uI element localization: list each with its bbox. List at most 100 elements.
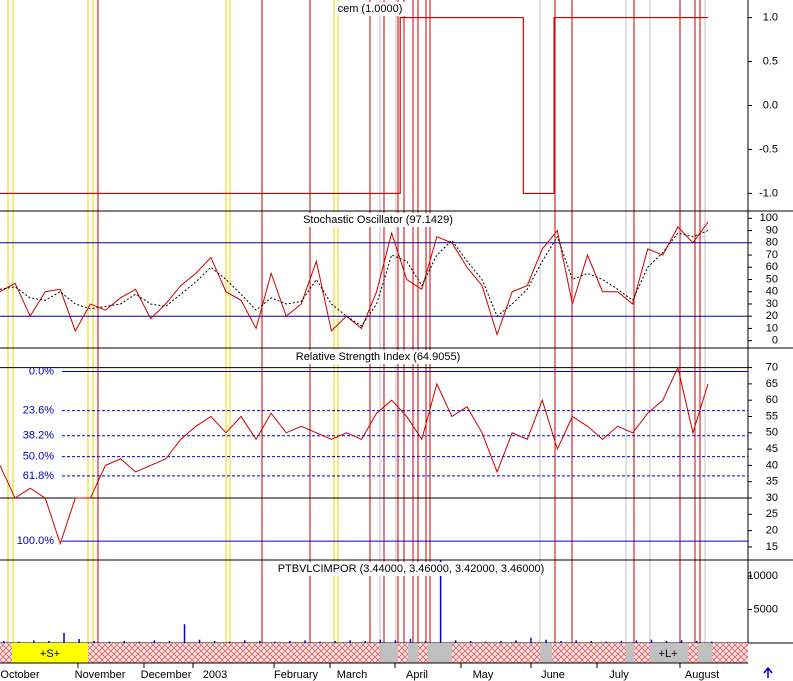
- volume-bar: [274, 641, 276, 643]
- x-tick-label: May: [473, 669, 494, 681]
- band-gray: [408, 643, 418, 663]
- y-tick-label: 40: [766, 286, 778, 298]
- volume-bar: [228, 641, 231, 643]
- y-tick-label: 55: [766, 410, 778, 422]
- y-tick-label: 0.0: [763, 99, 778, 111]
- band-gray: [380, 643, 398, 663]
- title-bg: [282, 350, 474, 364]
- signal-label: +L+: [659, 648, 678, 660]
- volume-bar: [18, 641, 20, 643]
- y-tick-label: 60: [766, 261, 778, 273]
- x-tick-label: August: [685, 669, 719, 681]
- y-tick-label: 50: [766, 427, 778, 439]
- series-line: [0, 230, 709, 327]
- volume-bar: [545, 639, 547, 643]
- volume-bar: [183, 624, 186, 643]
- volume-bar: [304, 640, 306, 643]
- y-tick-label: 60: [766, 394, 778, 406]
- y-tick-label: 35: [766, 476, 778, 488]
- y-tick-label: 5000: [754, 603, 778, 615]
- volume-bar: [123, 640, 126, 643]
- x-tick-label: February: [274, 669, 319, 681]
- volume-bar: [33, 640, 35, 643]
- y-tick-label: -1.0: [759, 187, 778, 199]
- y-tick-label: 30: [766, 492, 778, 504]
- band-gray: [698, 643, 712, 663]
- band-gray: [540, 643, 552, 663]
- x-tick-label: March: [337, 669, 368, 681]
- volume-bar: [244, 640, 246, 643]
- title-bg: [288, 213, 468, 227]
- fib-label: 23.6%: [23, 405, 54, 417]
- volume-bar: [259, 640, 261, 643]
- band-gray: [626, 643, 634, 663]
- panel-title: Relative Strength Index (64.9055): [296, 351, 461, 363]
- volume-bar: [349, 640, 351, 643]
- y-tick-label: 10: [766, 322, 778, 334]
- y-tick-label: 20: [766, 310, 778, 322]
- y-tick-label: 90: [766, 224, 778, 236]
- series-line: [0, 366, 709, 546]
- volume-bar: [364, 640, 367, 643]
- volume-bar: [515, 640, 517, 643]
- y-tick-label: 80: [766, 237, 778, 249]
- panel-title: PTBVLCIMPOR (3.44000, 3.46000, 3.42000, …: [278, 563, 545, 575]
- x-tick-label: June: [541, 669, 565, 681]
- title-bg: [335, 2, 405, 16]
- y-tick-label: 70: [766, 361, 778, 373]
- volume-bar: [711, 641, 713, 643]
- y-tick-label: 15: [766, 541, 778, 553]
- fib-label: 61.8%: [23, 470, 54, 482]
- y-tick-label: 30: [766, 298, 778, 310]
- volume-bar: [93, 640, 95, 643]
- x-tick-label: December: [141, 669, 192, 681]
- scroll-arrow[interactable]: [763, 666, 773, 678]
- fib-label: 50.0%: [23, 451, 54, 463]
- volume-bar: [469, 640, 472, 643]
- y-tick-label: 100: [760, 212, 778, 224]
- volume-bar: [3, 640, 5, 643]
- volume-bar: [650, 639, 653, 643]
- volume-bar: [409, 638, 412, 643]
- volume-bar: [665, 640, 668, 643]
- fib-label: 38.2%: [23, 430, 54, 442]
- volume-bar: [198, 639, 201, 643]
- y-tick-label: 20: [766, 525, 778, 537]
- band-short: [12, 643, 88, 663]
- band-hatch: [0, 643, 748, 663]
- volume-bar: [138, 641, 141, 643]
- fib-label: 100.0%: [17, 535, 55, 547]
- y-tick-label: 50: [766, 273, 778, 285]
- volume-bar: [620, 640, 623, 643]
- volume-bar: [635, 640, 638, 643]
- volume-bar: [575, 640, 577, 643]
- volume-bar: [289, 640, 291, 643]
- volume-bar: [605, 641, 608, 643]
- volume-bar: [153, 640, 156, 643]
- volume-bar: [379, 639, 382, 643]
- x-tick-label: April: [406, 669, 428, 681]
- y-tick-label: -0.5: [759, 143, 778, 155]
- series-line: [0, 221, 709, 337]
- volume-bar: [63, 632, 65, 643]
- y-tick-label: 0.5: [763, 55, 778, 67]
- volume-bar: [168, 640, 171, 643]
- volume-bar: [485, 641, 487, 643]
- x-tick-label: 2003: [203, 669, 227, 681]
- x-axis: October November December 2003 February March…: [0, 662, 748, 681]
- signal-label: +S+: [40, 648, 60, 660]
- x-tick-label: July: [609, 669, 629, 681]
- volume-bar: [424, 640, 427, 643]
- y-tick-label: 70: [766, 249, 778, 261]
- volume-bar: [560, 640, 562, 643]
- fib-label: 0.0%: [29, 365, 54, 377]
- volume-bar: [213, 640, 216, 643]
- volume-bar: [48, 640, 50, 643]
- y-tick-label: 10000: [747, 570, 778, 582]
- volume-bar: [334, 640, 336, 643]
- volume-bar: [319, 641, 321, 643]
- band-gray: [428, 643, 452, 663]
- volume-bar: [500, 640, 502, 643]
